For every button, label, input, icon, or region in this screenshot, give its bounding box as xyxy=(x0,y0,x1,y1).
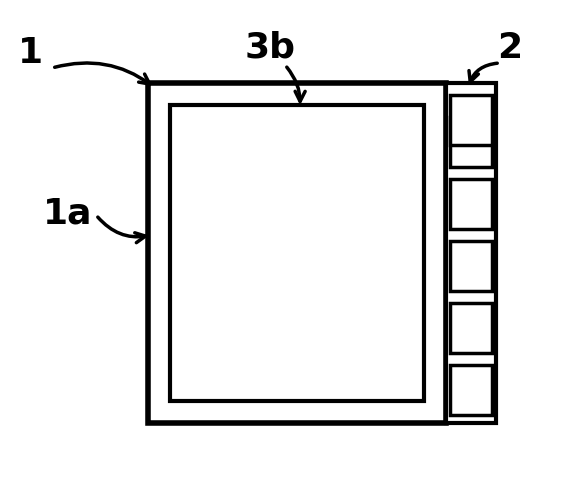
Bar xyxy=(148,83,446,423)
Bar xyxy=(450,303,492,353)
Text: 3b: 3b xyxy=(244,31,296,65)
Bar xyxy=(446,83,496,423)
Bar xyxy=(450,179,492,229)
Text: 1a: 1a xyxy=(43,196,93,230)
Text: 2: 2 xyxy=(497,31,522,65)
Bar xyxy=(450,117,492,167)
Text: 1: 1 xyxy=(18,36,43,70)
Bar xyxy=(450,365,492,415)
Bar xyxy=(450,241,492,291)
Bar xyxy=(450,95,492,145)
Bar xyxy=(170,105,424,401)
